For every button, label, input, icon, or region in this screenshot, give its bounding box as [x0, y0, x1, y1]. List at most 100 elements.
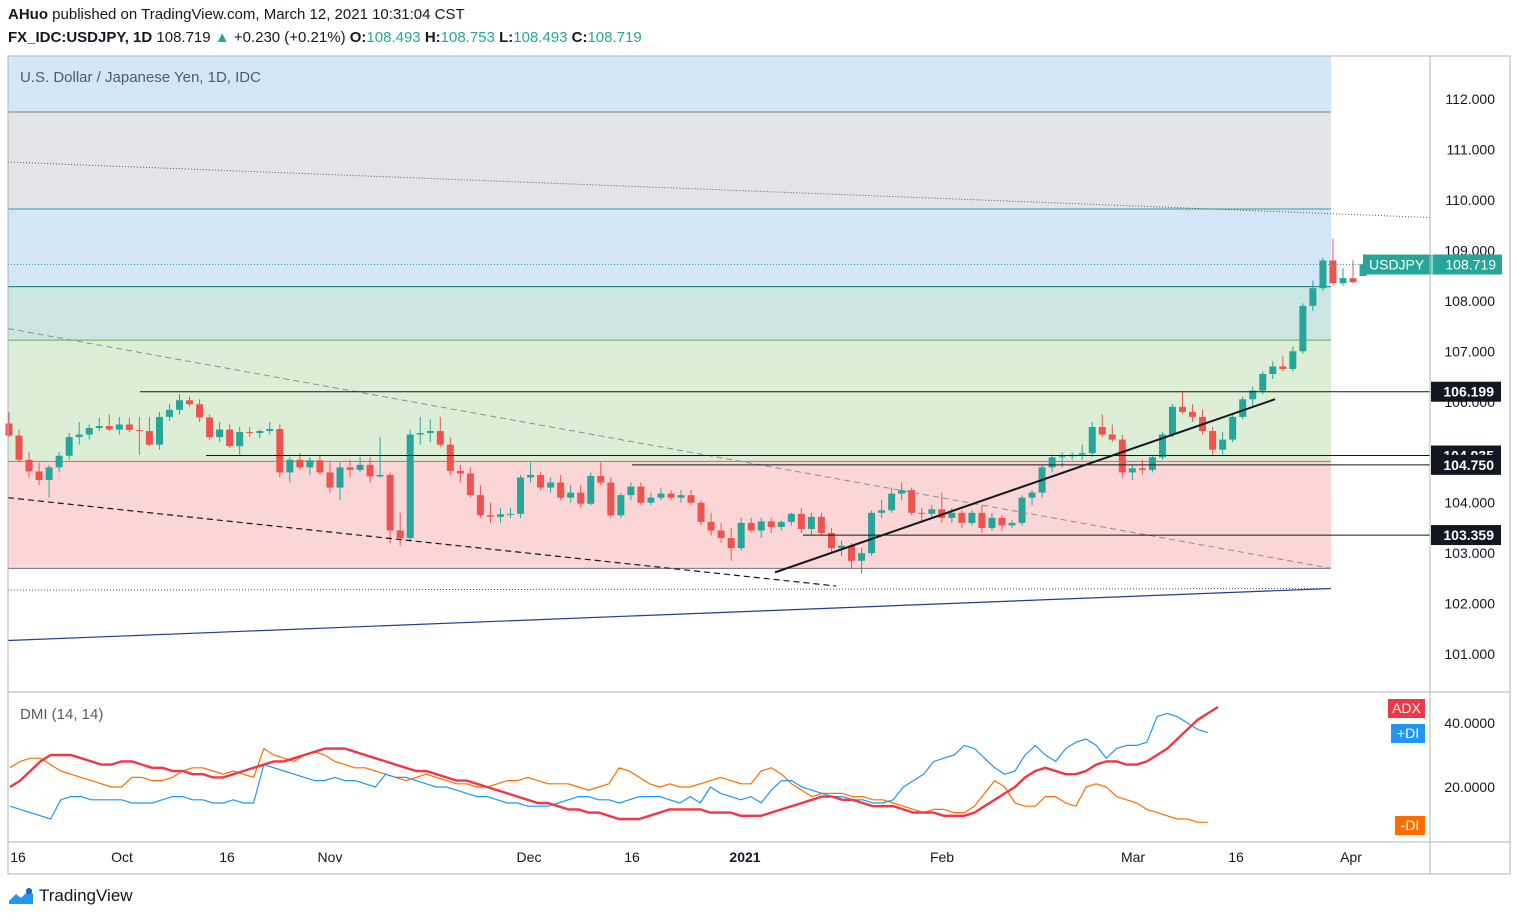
candle[interactable] — [176, 394, 184, 415]
candle[interactable] — [577, 485, 585, 508]
candle[interactable] — [868, 510, 876, 556]
candle[interactable] — [507, 507, 514, 518]
candle[interactable] — [777, 520, 785, 531]
candle[interactable] — [186, 396, 194, 407]
candle[interactable] — [1048, 454, 1056, 473]
candle[interactable] — [537, 472, 545, 491]
candle[interactable] — [246, 427, 254, 438]
candle[interactable] — [75, 421, 83, 445]
minus-di-label[interactable]: -DI — [1395, 816, 1425, 835]
adx-label[interactable]: ADX — [1388, 699, 1425, 718]
candle[interactable] — [145, 416, 153, 447]
candle[interactable] — [697, 500, 705, 526]
candle[interactable] — [226, 424, 234, 449]
candle[interactable] — [1008, 520, 1016, 528]
candle[interactable] — [466, 467, 474, 498]
plus-di-label[interactable]: +DI — [1391, 724, 1425, 743]
candle[interactable] — [346, 459, 354, 478]
candle[interactable] — [527, 462, 535, 483]
candle[interactable] — [848, 543, 856, 569]
candle[interactable] — [1138, 459, 1146, 475]
candle[interactable] — [908, 487, 916, 516]
candle[interactable] — [727, 527, 735, 561]
candle[interactable] — [1148, 454, 1156, 473]
candle[interactable] — [1189, 404, 1197, 422]
candle[interactable] — [1269, 361, 1277, 380]
candle[interactable] — [55, 452, 63, 473]
candle[interactable] — [1249, 386, 1257, 407]
candle[interactable] — [1349, 260, 1357, 284]
candle[interactable] — [426, 419, 434, 443]
candle[interactable] — [496, 507, 504, 523]
candle[interactable] — [376, 437, 384, 478]
candle[interactable] — [236, 427, 244, 455]
candle[interactable] — [888, 487, 896, 513]
candle[interactable] — [878, 500, 886, 518]
candle[interactable] — [637, 482, 645, 506]
candle[interactable] — [747, 517, 755, 533]
candle[interactable] — [456, 464, 464, 483]
candle[interactable] — [206, 414, 214, 440]
candle[interactable] — [125, 417, 133, 433]
candle[interactable] — [406, 429, 414, 541]
candle[interactable] — [316, 454, 324, 475]
candle[interactable] — [998, 515, 1006, 531]
candle[interactable] — [667, 490, 675, 501]
candle[interactable] — [607, 477, 615, 518]
candle[interactable] — [928, 505, 936, 518]
candle[interactable] — [647, 492, 655, 506]
author-name[interactable]: AHuo — [8, 6, 48, 23]
candle[interactable] — [336, 462, 344, 501]
candle[interactable] — [105, 414, 113, 432]
candle[interactable] — [1239, 396, 1247, 420]
candle[interactable] — [1279, 356, 1287, 372]
tradingview-brand[interactable]: TradingView — [8, 886, 133, 906]
candle[interactable] — [797, 507, 805, 533]
candle[interactable] — [1229, 414, 1237, 443]
candle[interactable] — [486, 502, 494, 523]
candle[interactable] — [807, 512, 815, 536]
candle[interactable] — [35, 462, 43, 486]
candle[interactable] — [85, 424, 93, 440]
candle[interactable] — [256, 429, 264, 439]
candle[interactable] — [988, 512, 996, 531]
candle[interactable] — [657, 487, 665, 501]
candle[interactable] — [1219, 432, 1227, 455]
candle[interactable] — [1259, 371, 1267, 395]
candle[interactable] — [135, 416, 143, 455]
candle[interactable] — [115, 416, 123, 435]
candle[interactable] — [165, 404, 173, 421]
candle[interactable] — [587, 472, 595, 506]
candle[interactable] — [837, 540, 845, 556]
candle[interactable] — [827, 527, 835, 554]
candle[interactable] — [196, 399, 204, 422]
candle[interactable] — [677, 490, 685, 503]
candle[interactable] — [446, 437, 454, 475]
last-price-label[interactable]: USDJPY 108.719 — [1363, 254, 1502, 275]
candle[interactable] — [15, 429, 23, 463]
candle[interactable] — [266, 421, 274, 435]
candle[interactable] — [1018, 495, 1026, 526]
candle[interactable] — [1339, 268, 1347, 286]
candle[interactable] — [1028, 490, 1036, 506]
candle[interactable] — [276, 424, 284, 478]
candle[interactable] — [386, 472, 394, 544]
candle[interactable] — [216, 421, 224, 443]
candle[interactable] — [1168, 404, 1176, 438]
candle[interactable] — [767, 517, 775, 533]
candle[interactable] — [817, 512, 825, 536]
candle[interactable] — [978, 505, 986, 533]
candle[interactable] — [627, 482, 635, 501]
level-price-label[interactable]: 103.359 — [1431, 525, 1501, 546]
candle[interactable] — [1289, 346, 1297, 372]
candle[interactable] — [326, 462, 334, 493]
candle[interactable] — [567, 485, 575, 503]
candle[interactable] — [1118, 434, 1126, 478]
candle[interactable] — [1108, 424, 1116, 443]
candle[interactable] — [296, 453, 304, 470]
candle[interactable] — [1329, 238, 1337, 286]
candle[interactable] — [1209, 427, 1217, 455]
candle[interactable] — [968, 510, 976, 526]
candle[interactable] — [436, 416, 444, 448]
candle[interactable] — [617, 492, 625, 518]
